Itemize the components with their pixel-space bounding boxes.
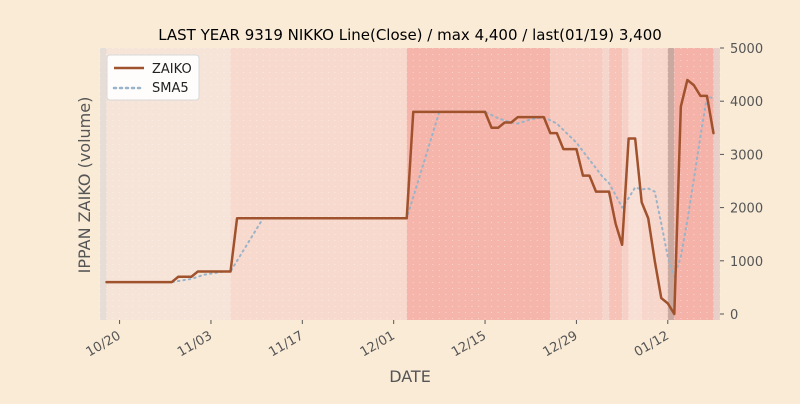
chart-title: LAST YEAR 9319 NIKKO Line(Close) / max 4… xyxy=(158,26,662,44)
legend-box xyxy=(106,54,200,101)
background-band xyxy=(230,48,407,320)
legend-zaiko-label: ZAIKO xyxy=(152,62,192,77)
y-tick-label: 1000 xyxy=(730,255,763,270)
y-tick-label: 4000 xyxy=(730,95,763,110)
legend: ZAIKO SMA5 xyxy=(106,54,200,101)
background-band xyxy=(602,48,610,320)
background-band xyxy=(406,48,551,320)
sma5-series-line xyxy=(105,95,715,284)
zaiko-series-line xyxy=(105,78,715,316)
y-tick-label: 3000 xyxy=(730,148,763,163)
y-tick-label: 0 xyxy=(730,308,738,323)
series-lines xyxy=(105,78,715,316)
y-tick-label: 2000 xyxy=(730,202,763,217)
background-band xyxy=(713,48,720,320)
background-band xyxy=(100,48,107,320)
background-band xyxy=(674,48,714,320)
background-band xyxy=(609,48,623,320)
background-band xyxy=(628,48,642,320)
y-axis-ticks: 0 1000 2000 3000 4000 5000 xyxy=(720,42,763,323)
x-axis-label: DATE xyxy=(389,367,431,386)
background-band xyxy=(641,48,668,320)
y-axis-label: IPPAN ZAIKO (volume) xyxy=(75,97,94,274)
y-tick-label: 5000 xyxy=(730,42,763,57)
background-band xyxy=(550,48,603,320)
background-band xyxy=(667,48,675,320)
legend-sma5-label: SMA5 xyxy=(152,81,189,96)
